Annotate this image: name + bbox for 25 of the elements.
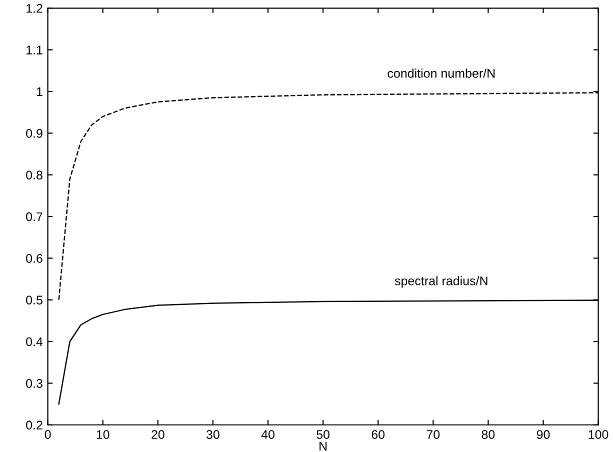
x-tick-label: 20 <box>152 430 164 439</box>
y-tick-label: 0.6 <box>26 254 42 263</box>
x-tick-label: 60 <box>372 430 385 439</box>
x-tick-label: 50 <box>316 430 330 439</box>
x-tick-label: 100 <box>588 430 608 439</box>
series-label: spectral radius/N <box>394 276 488 288</box>
y-tick-label: 0.2 <box>26 420 42 430</box>
series-label: condition number/N <box>388 68 495 78</box>
y-tick-label: 0.9 <box>26 128 42 138</box>
y-tick-label: 0.8 <box>26 170 42 180</box>
x-axis-title: N <box>320 442 327 450</box>
x-tick-label: 0 <box>44 430 51 439</box>
x-tick-label: 90 <box>536 430 550 439</box>
y-tick-label: 0.7 <box>26 212 42 222</box>
y-tick-label: 1.2 <box>26 4 42 13</box>
x-tick-label: 40 <box>261 430 274 439</box>
x-tick-label: 10 <box>96 430 110 439</box>
y-tick-label: 0.4 <box>26 337 43 346</box>
x-tick-label: 80 <box>482 430 495 439</box>
x-tick-label: 30 <box>206 430 220 439</box>
x-tick-label: 70 <box>426 430 440 439</box>
y-tick-label: 0.5 <box>26 296 42 305</box>
y-tick-label: 1.1 <box>26 46 42 54</box>
y-tick-label: 1 <box>36 87 42 96</box>
y-tick-label: 0.3 <box>26 379 42 388</box>
